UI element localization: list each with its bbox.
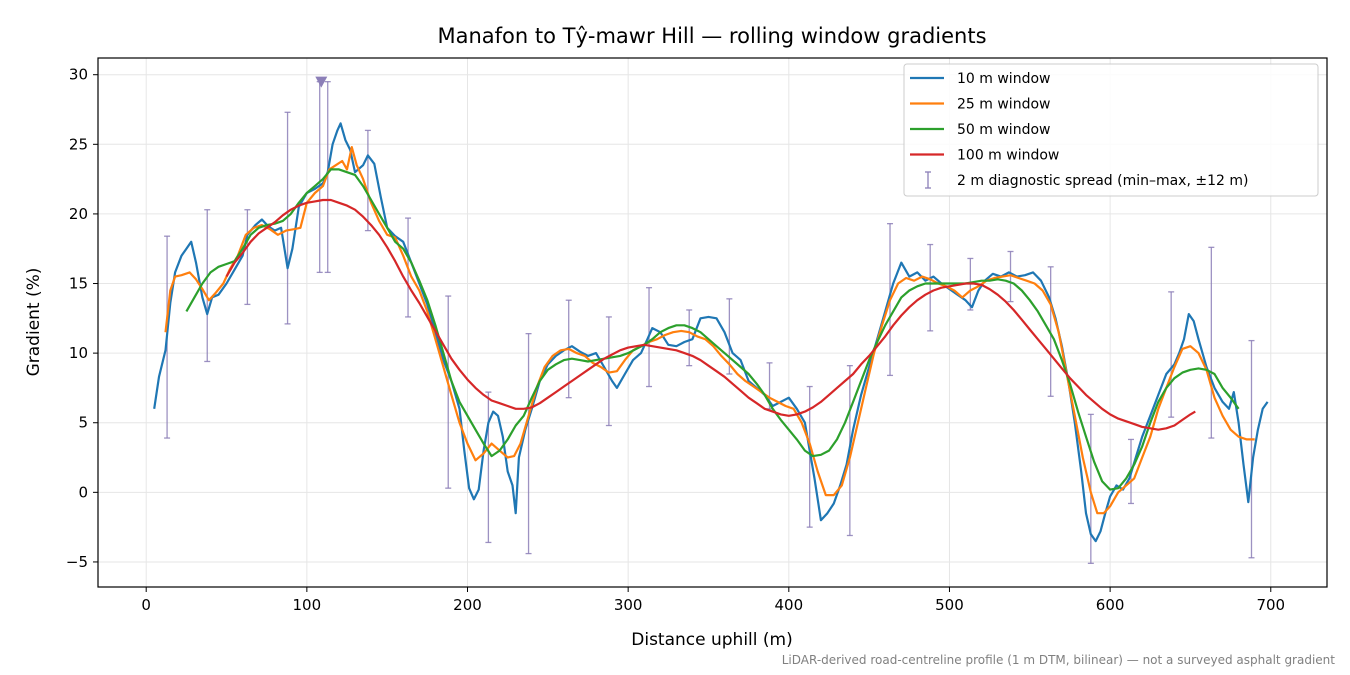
error-bar xyxy=(204,209,211,363)
error-bar xyxy=(1007,250,1014,303)
legend: 10 m window 25 m window 50 m window 100 m w… xyxy=(903,63,1319,197)
legend-label: 50 m window xyxy=(957,122,1050,138)
error-bar xyxy=(726,298,733,375)
y-tick-label: 30 xyxy=(69,66,88,84)
legend-label: 10 m window xyxy=(957,71,1050,87)
series-line-25m xyxy=(164,146,1255,515)
y-tick-label: 10 xyxy=(69,344,88,362)
y-tick-label: 0 xyxy=(78,483,88,501)
x-tick-label: 500 xyxy=(935,596,964,614)
error-bar xyxy=(324,81,331,274)
error-bar xyxy=(525,332,532,555)
chart-title: Manafon to Tŷ-mawr Hill — rolling window… xyxy=(437,24,986,48)
x-tick-label: 0 xyxy=(141,596,151,614)
y-tick-label: 25 xyxy=(69,135,88,153)
series-line-50m xyxy=(185,168,1240,491)
legend-item: 2 m diagnostic spread (min–max, ±12 m) xyxy=(925,171,1248,189)
y-tick-label: −5 xyxy=(66,553,88,571)
x-tick-label: 700 xyxy=(1256,596,1285,614)
error-bar xyxy=(1248,339,1255,559)
y-tick-label: 20 xyxy=(69,205,88,223)
x-tick-label: 600 xyxy=(1096,596,1125,614)
legend-item: 50 m window xyxy=(910,122,1050,138)
error-bar xyxy=(485,391,492,544)
legend-item: 100 m window xyxy=(910,148,1059,164)
legend-item: 10 m window xyxy=(910,71,1050,87)
error-bar xyxy=(605,316,612,427)
y-tick-label: 15 xyxy=(69,275,88,293)
error-bar xyxy=(445,295,452,489)
x-tick-label: 300 xyxy=(614,596,643,614)
series-line-100m xyxy=(225,198,1196,431)
error-bar xyxy=(364,129,371,232)
x-tick-label: 200 xyxy=(453,596,482,614)
error-bar xyxy=(927,243,934,332)
x-axis-label: Distance uphill (m) xyxy=(631,630,792,650)
error-bar xyxy=(686,309,693,367)
legend-label: 2 m diagnostic spread (min–max, ±12 m) xyxy=(957,173,1248,189)
y-tick-label: 5 xyxy=(78,414,88,432)
series-layer xyxy=(153,76,1269,564)
y-axis-label: Gradient (%) xyxy=(24,268,44,377)
legend-label: 100 m window xyxy=(957,148,1059,164)
error-bar xyxy=(244,209,251,306)
legend-box xyxy=(903,63,1319,197)
error-bar xyxy=(1168,291,1175,418)
plot-frame xyxy=(97,57,1328,588)
x-tick-label: 100 xyxy=(293,596,322,614)
legend-label: 25 m window xyxy=(957,97,1050,113)
x-tick-label: 400 xyxy=(774,596,803,614)
footnote: LiDAR-derived road-centreline profile (1… xyxy=(782,653,1336,667)
axis-ticks: 0 100 200 300 400 500 600 700 −5 0 5 10 15 20 25 30 xyxy=(66,66,1285,614)
max-marker xyxy=(315,76,328,88)
legend-item: 25 m window xyxy=(910,97,1050,113)
error-bar xyxy=(1208,246,1215,439)
